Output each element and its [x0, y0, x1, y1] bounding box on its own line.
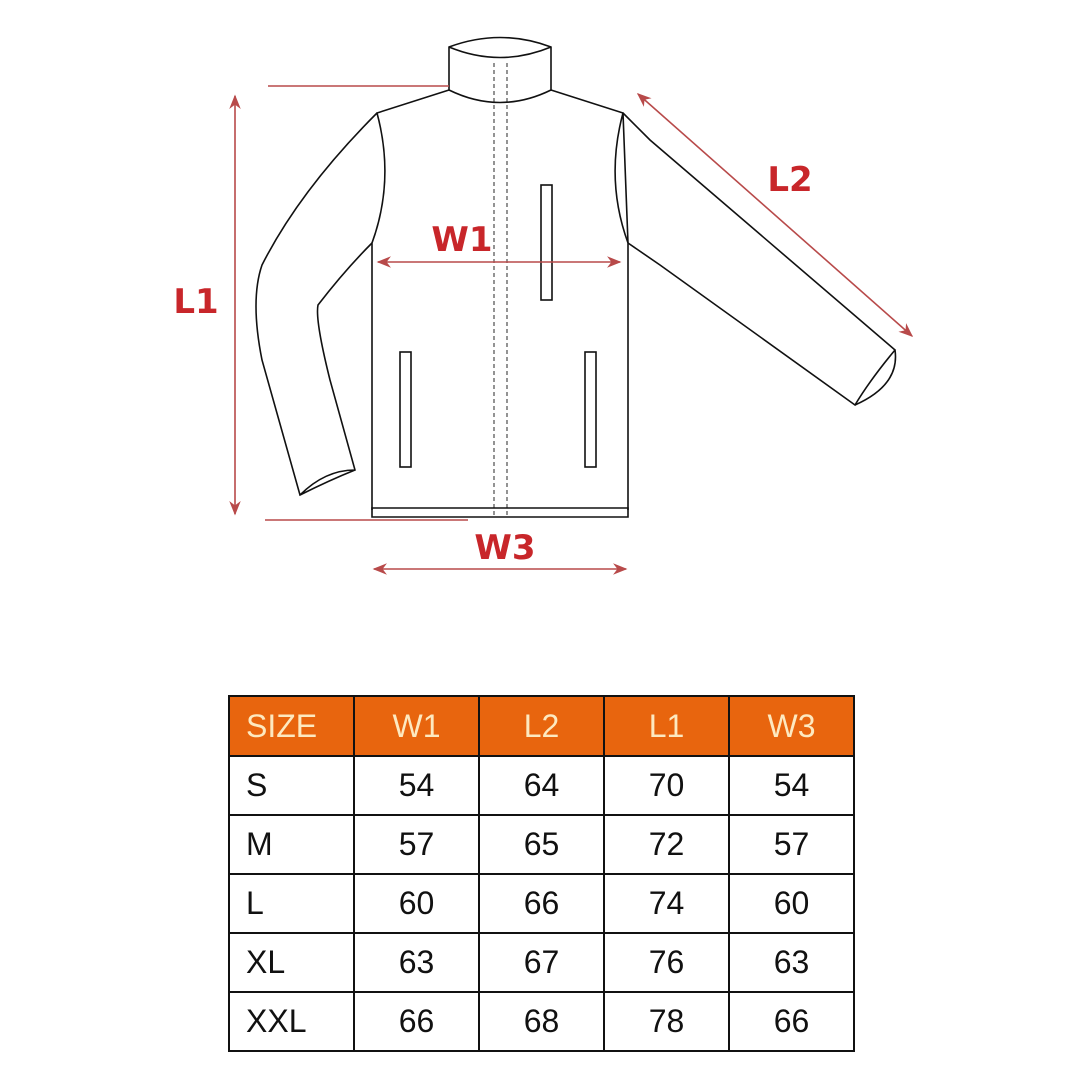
size-cell: XL — [228, 932, 355, 993]
zipper — [493, 63, 508, 515]
size-cell: M — [228, 814, 355, 875]
table-row: XL 63 67 76 63 — [228, 932, 855, 993]
size-table: SIZE W1 L2 L1 W3 S 54 64 70 54 M 57 65 72 57 L 60 66… — [228, 695, 855, 1052]
measurement-cell: 63 — [728, 932, 855, 993]
measurement-cell: 60 — [728, 873, 855, 934]
w1-label: W1 — [431, 220, 493, 260]
size-cell: L — [228, 873, 355, 934]
measurement-cell: 54 — [353, 755, 480, 816]
header-cell: L1 — [603, 695, 730, 757]
measurement-cell: 63 — [353, 932, 480, 993]
table-header-row: SIZE W1 L2 L1 W3 — [228, 695, 855, 757]
measurement-cell: 65 — [478, 814, 605, 875]
measurement-cell: 54 — [728, 755, 855, 816]
left-sleeve — [255, 112, 378, 497]
measurement-cell: 72 — [603, 814, 730, 875]
hem — [371, 507, 629, 518]
measurement-cell: 64 — [478, 755, 605, 816]
header-cell: SIZE — [228, 695, 355, 757]
collar — [448, 36, 552, 104]
jacket-outline — [255, 36, 897, 518]
w3-label: W3 — [474, 528, 536, 568]
measurement-cell: 78 — [603, 991, 730, 1052]
chest-pocket — [540, 184, 553, 301]
measurement-cell: 66 — [478, 873, 605, 934]
header-cell: W1 — [353, 695, 480, 757]
measurement-cell: 57 — [728, 814, 855, 875]
size-cell: S — [228, 755, 355, 816]
dimension-lines — [229, 85, 914, 575]
right-sleeve — [622, 112, 897, 407]
left-pocket — [399, 351, 412, 468]
l2-arrow — [636, 93, 914, 337]
measurement-cell: 67 — [478, 932, 605, 993]
measurement-cell: 68 — [478, 991, 605, 1052]
measurement-cell: 66 — [353, 991, 480, 1052]
table-row: L 60 66 74 60 — [228, 873, 855, 934]
jacket-body — [371, 89, 629, 510]
measurement-cell: 60 — [353, 873, 480, 934]
measurement-cell: 70 — [603, 755, 730, 816]
header-cell: L2 — [478, 695, 605, 757]
table-row: M 57 65 72 57 — [228, 814, 855, 875]
l1-label: L1 — [173, 282, 219, 322]
right-pocket — [584, 351, 597, 468]
table-row: XXL 66 68 78 66 — [228, 991, 855, 1052]
measurement-cell: 74 — [603, 873, 730, 934]
jacket-diagram — [229, 36, 914, 575]
measurement-cell: 76 — [603, 932, 730, 993]
l2-label: L2 — [767, 160, 813, 200]
measurement-cell: 66 — [728, 991, 855, 1052]
size-cell: XXL — [228, 991, 355, 1052]
table-row: S 54 64 70 54 — [228, 755, 855, 816]
measurement-cell: 57 — [353, 814, 480, 875]
header-cell: W3 — [728, 695, 855, 757]
